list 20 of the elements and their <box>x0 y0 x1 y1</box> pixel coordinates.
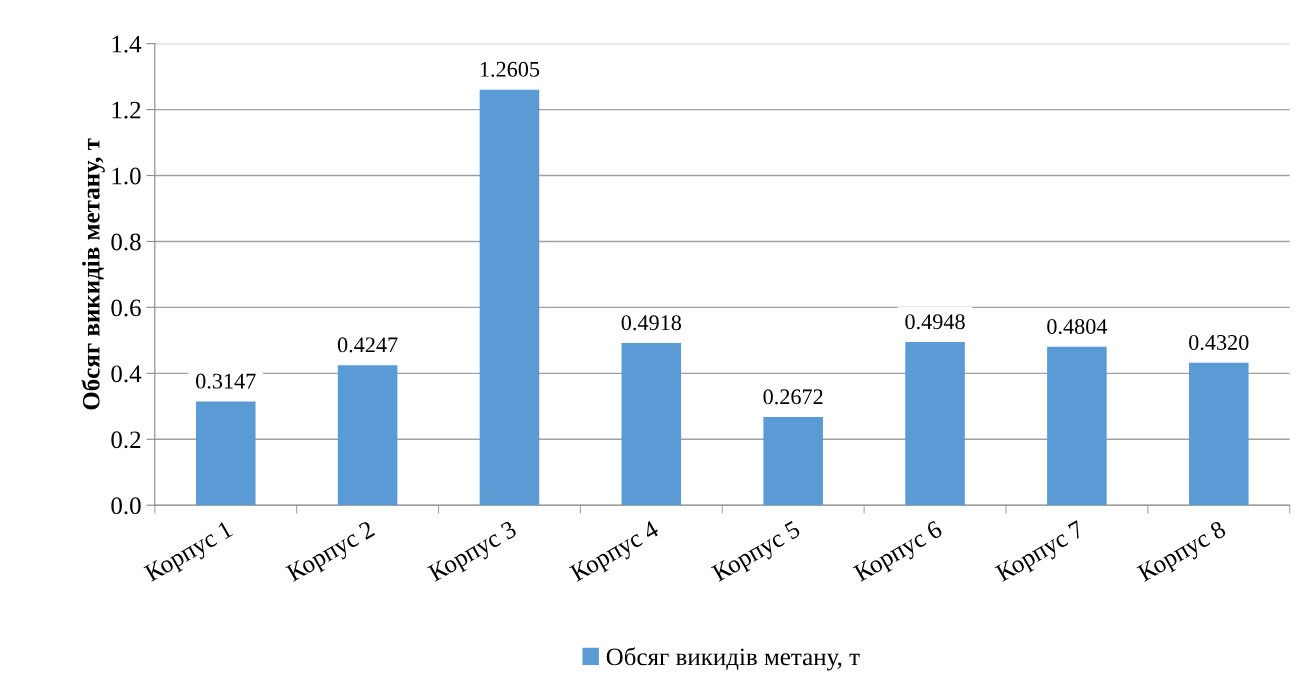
y-tick-label: 0.2 <box>111 431 141 449</box>
y-tick-label: 0.8 <box>111 233 141 251</box>
y-tick-label: 1.0 <box>112 167 141 185</box>
bar <box>905 342 965 506</box>
y-axis-title: Обсяг викидів метану, т <box>81 138 105 410</box>
data-label: 0.2672 <box>763 389 823 405</box>
legend-label: Обсяг викидів метану, т <box>606 647 860 671</box>
y-tick-label: 1.4 <box>112 35 142 53</box>
data-label: 0.4247 <box>337 337 398 353</box>
y-tick-label: 0.6 <box>111 299 141 317</box>
data-label: 0.3147 <box>196 373 256 389</box>
data-label: 0.4948 <box>905 314 965 330</box>
y-tick-label: 0.4 <box>111 365 142 383</box>
data-label: 1.2605 <box>480 61 540 77</box>
data-label: 0.4918 <box>621 315 682 331</box>
data-label: 0.4804 <box>1047 318 1108 335</box>
y-tick-label: 0.0 <box>111 497 141 515</box>
y-tick-label: 1.2 <box>112 101 141 119</box>
data-label: 0.4320 <box>1189 334 1249 351</box>
bar <box>195 401 256 506</box>
